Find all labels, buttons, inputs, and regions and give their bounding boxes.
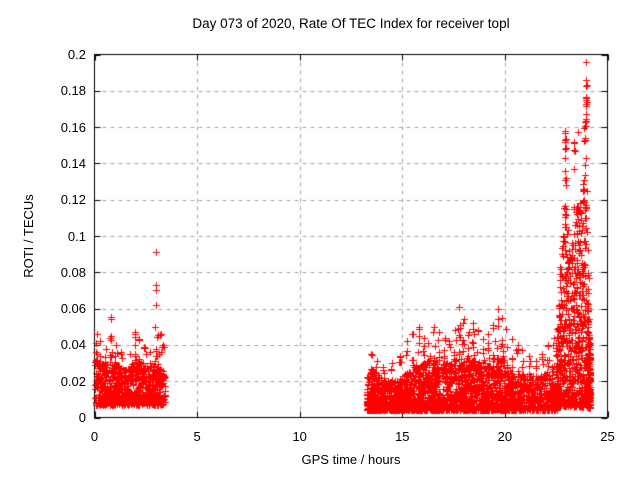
x-tick-label: 5	[193, 429, 201, 444]
x-tick-label: 0	[90, 429, 99, 444]
y-tick-label: 0	[78, 410, 86, 425]
y-tick-label: 0.1	[67, 228, 86, 244]
y-tick-label: 0.08	[60, 264, 86, 280]
y-tick-label: 0.2	[67, 47, 86, 62]
y-tick-label: 0.06	[60, 301, 86, 317]
y-tick-label: 0.14	[60, 155, 86, 171]
x-tick-label: 15	[395, 429, 410, 444]
x-axis-title: GPS time / hours	[301, 452, 401, 467]
x-tick-label: 25	[600, 429, 615, 444]
chart-title: Day 073 of 2020, Rate Of TEC Index for r…	[192, 16, 510, 31]
y-tick-label: 0.12	[60, 192, 86, 208]
x-tick-label: 20	[497, 429, 513, 444]
y-tick-label: 0.18	[60, 83, 86, 99]
y-tick-label: 0.16	[60, 119, 86, 135]
x-tick-label: 10	[292, 429, 307, 444]
y-tick-label: 0.02	[60, 373, 86, 389]
y-tick-label: 0.04	[60, 337, 86, 353]
